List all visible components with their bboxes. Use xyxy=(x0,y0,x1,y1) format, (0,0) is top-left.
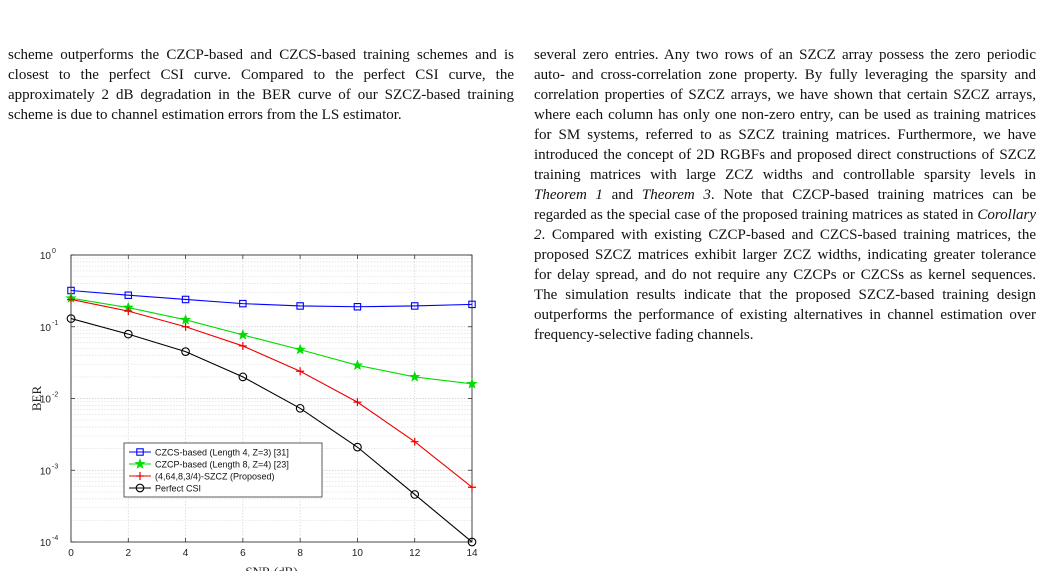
legend-label: (4,64,8,3/4)-SZCZ (Proposed) xyxy=(155,471,275,481)
x-axis-label: SNR (dB) xyxy=(245,564,297,571)
series-line xyxy=(71,318,472,542)
right-column: several zero entries. Any two rows of an… xyxy=(534,45,1036,345)
theorem-1-ref: Theorem 1 xyxy=(534,187,603,203)
y-axis-label: BER xyxy=(29,386,44,412)
data-point xyxy=(294,343,306,355)
data-point xyxy=(181,295,190,304)
data-point xyxy=(124,291,133,299)
y-tick-label-exponent: -3 xyxy=(52,463,58,470)
right-text-3: . Note that CZCP-based training matrices… xyxy=(534,187,1036,223)
data-point xyxy=(353,302,362,311)
y-tick-label-base: 10 xyxy=(40,251,52,262)
y-tick-label-base: 10 xyxy=(40,395,52,406)
data-point xyxy=(409,371,421,382)
x-tick-label: 6 xyxy=(240,548,246,559)
right-text-2: and xyxy=(602,187,642,203)
data-point xyxy=(410,437,419,446)
y-tick-label-base: 10 xyxy=(40,323,52,334)
x-tick-label: 10 xyxy=(352,548,364,559)
data-point xyxy=(353,442,362,452)
left-paragraph: scheme outperforms the CZCP-based and CZ… xyxy=(8,47,514,123)
data-point xyxy=(466,377,478,389)
data-point xyxy=(238,341,247,350)
left-column: scheme outperforms the CZCP-based and CZ… xyxy=(8,45,514,125)
series-line xyxy=(71,289,472,308)
x-tick-label: 12 xyxy=(409,548,421,559)
legend-label: CZCP-based (Length 8, Z=4) [23] xyxy=(155,459,289,469)
data-point xyxy=(353,398,362,407)
series-4 xyxy=(66,314,477,547)
data-point xyxy=(124,307,133,316)
y-tick-label-exponent: -2 xyxy=(52,392,58,399)
data-point xyxy=(239,299,247,308)
right-text-1: several zero entries. Any two rows of an… xyxy=(534,47,1036,183)
data-point xyxy=(296,367,305,376)
data-point xyxy=(181,347,190,356)
y-tick-label-base: 10 xyxy=(40,538,52,549)
data-point xyxy=(181,322,190,331)
data-point xyxy=(410,302,419,310)
legend-marker xyxy=(136,472,144,480)
right-paragraph: several zero entries. Any two rows of an… xyxy=(534,45,1036,345)
x-tick-label: 4 xyxy=(183,548,189,559)
right-text-4: . Compared with existing CZCP-based and … xyxy=(534,227,1036,343)
corollary-2-ref: Corollary 2 xyxy=(534,207,1036,243)
data-point xyxy=(467,537,477,547)
series-2 xyxy=(65,292,478,389)
x-tick-label: 0 xyxy=(68,548,74,559)
data-point xyxy=(66,314,76,323)
data-point xyxy=(295,403,305,413)
series-line xyxy=(71,297,472,385)
y-tick-label-base: 10 xyxy=(40,466,52,477)
data-point xyxy=(238,372,248,382)
legend-marker xyxy=(136,448,144,456)
series-3 xyxy=(67,295,476,492)
x-tick-label: 2 xyxy=(126,548,132,559)
data-point xyxy=(296,302,304,310)
data-point xyxy=(180,313,192,325)
data-point xyxy=(468,300,476,309)
data-point xyxy=(123,329,133,339)
x-tick-label: 14 xyxy=(466,548,478,559)
y-tick-label-exponent: 0 xyxy=(52,248,56,255)
legend-box xyxy=(123,442,323,498)
legend: CZCS-based (Length 4, Z=3) [31] CZCP-base… xyxy=(123,442,323,498)
legend-label: CZCS-based (Length 4, Z=3) [31] xyxy=(155,447,289,457)
y-tick-label-exponent: -4 xyxy=(52,535,58,542)
y-tick-label-exponent: -1 xyxy=(52,320,58,327)
theorem-3-ref: Theorem 3 xyxy=(641,187,711,203)
data-point xyxy=(468,483,476,492)
legend-marker xyxy=(134,458,146,469)
legend-label: Perfect CSI xyxy=(155,483,201,493)
legend-marker xyxy=(135,483,145,493)
data-point xyxy=(410,490,420,499)
series-line xyxy=(71,298,472,488)
data-point xyxy=(351,359,363,371)
data-point xyxy=(67,295,75,304)
data-point xyxy=(237,329,249,340)
x-tick-label: 8 xyxy=(297,548,303,559)
